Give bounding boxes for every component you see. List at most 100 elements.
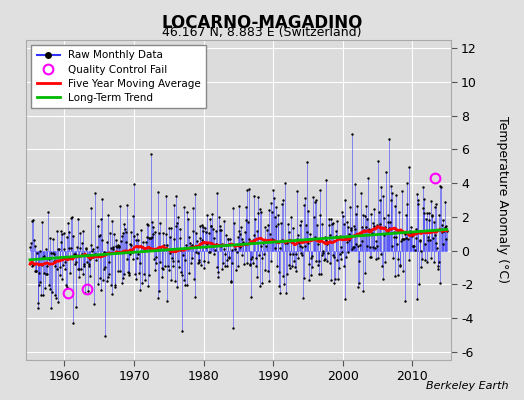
Point — [105, 259, 114, 265]
Point — [106, 230, 114, 237]
Point — [37, 219, 46, 225]
Point — [344, 249, 353, 255]
Point — [31, 242, 39, 249]
Point — [330, 254, 338, 260]
Point — [251, 216, 259, 223]
Point — [275, 268, 283, 275]
Point — [433, 262, 442, 269]
Point — [394, 256, 402, 262]
Point — [346, 204, 354, 210]
Point — [176, 226, 184, 232]
Point — [40, 253, 49, 259]
Point — [114, 267, 122, 274]
Point — [257, 243, 265, 249]
Point — [106, 282, 115, 288]
Point — [140, 247, 149, 253]
Point — [262, 243, 270, 250]
Point — [406, 228, 414, 234]
Point — [84, 288, 92, 294]
Point — [372, 256, 380, 262]
Point — [198, 236, 206, 243]
Point — [51, 292, 60, 298]
Point — [160, 241, 168, 248]
Point — [228, 247, 236, 254]
Point — [344, 224, 352, 230]
Point — [86, 242, 95, 248]
Point — [330, 280, 339, 286]
Point — [358, 238, 366, 244]
Point — [427, 198, 435, 204]
Point — [49, 236, 57, 243]
Point — [121, 270, 129, 277]
Point — [204, 230, 213, 236]
Point — [430, 259, 438, 265]
Point — [138, 244, 147, 250]
Point — [186, 240, 194, 246]
Point — [78, 240, 86, 246]
Point — [240, 260, 248, 267]
Point — [390, 202, 399, 209]
Point — [368, 230, 376, 236]
Point — [174, 214, 182, 220]
Point — [408, 232, 416, 239]
Point — [127, 228, 136, 235]
Point — [402, 212, 410, 218]
Point — [146, 235, 154, 241]
Point — [325, 222, 333, 228]
Point — [191, 294, 200, 300]
Point — [264, 268, 272, 274]
Point — [379, 193, 387, 200]
Point — [335, 265, 343, 271]
Point — [333, 257, 341, 264]
Point — [247, 294, 256, 300]
Point — [135, 287, 144, 293]
Point — [241, 228, 249, 235]
Point — [282, 240, 291, 246]
Point — [276, 290, 284, 296]
Point — [400, 236, 408, 243]
Point — [360, 226, 368, 233]
Point — [62, 284, 71, 290]
Point — [132, 237, 140, 243]
Point — [167, 224, 175, 231]
Point — [219, 260, 227, 266]
Point — [250, 193, 258, 199]
Point — [91, 190, 100, 196]
Point — [306, 231, 314, 238]
Point — [433, 245, 441, 251]
Point — [217, 243, 225, 249]
Point — [425, 210, 433, 216]
Point — [328, 221, 336, 227]
Point — [102, 249, 110, 256]
Point — [391, 191, 400, 198]
Point — [51, 262, 59, 269]
Point — [254, 210, 263, 216]
Point — [111, 284, 119, 290]
Point — [189, 228, 197, 234]
Point — [35, 270, 43, 276]
Point — [78, 250, 86, 257]
Point — [147, 150, 155, 157]
Point — [362, 203, 370, 210]
Point — [137, 227, 145, 233]
Point — [168, 258, 177, 265]
Point — [300, 202, 309, 208]
Point — [413, 295, 421, 302]
Point — [290, 258, 298, 264]
Point — [411, 226, 420, 232]
Point — [137, 243, 146, 250]
Point — [75, 266, 83, 272]
Point — [130, 271, 139, 277]
Point — [199, 228, 208, 234]
Point — [412, 235, 420, 241]
Point — [226, 278, 235, 285]
Point — [172, 192, 180, 199]
Point — [193, 260, 202, 266]
Point — [249, 236, 257, 243]
Point — [170, 236, 179, 242]
Point — [110, 231, 118, 237]
Point — [268, 236, 276, 242]
Point — [347, 131, 356, 138]
Point — [443, 228, 451, 234]
Point — [215, 214, 223, 220]
